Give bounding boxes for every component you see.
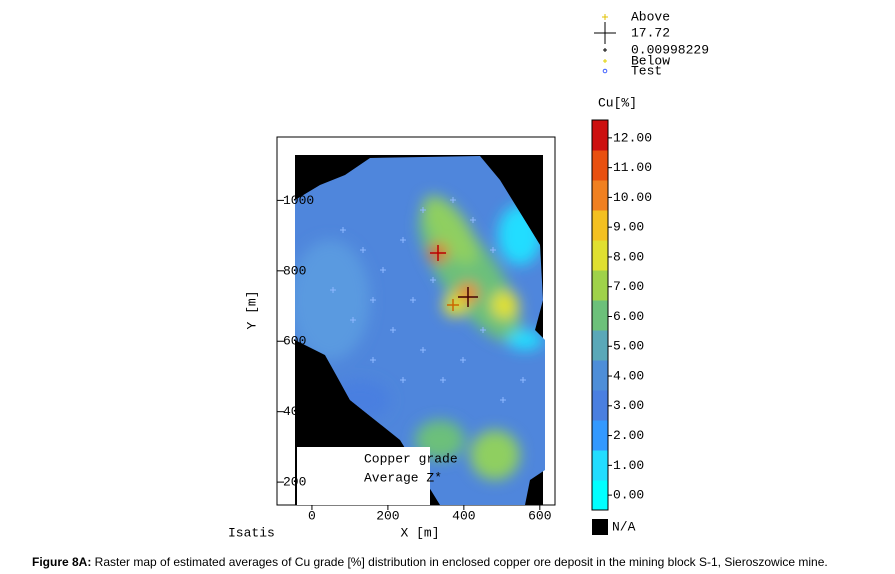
y-tick-label: 400 xyxy=(283,404,306,419)
colorbar-step xyxy=(592,360,608,391)
colorbar-step xyxy=(592,180,608,211)
colorbar-step xyxy=(592,240,608,271)
y-tick-label: 200 xyxy=(283,475,306,490)
colorbar-step xyxy=(592,270,608,301)
colorbar-tick-label: 3.00 xyxy=(613,398,644,413)
caption: Figure 8A: Raster map of estimated avera… xyxy=(32,555,828,569)
legend-label: 17.72 xyxy=(631,25,670,40)
x-tick-label: 400 xyxy=(452,508,475,523)
software-label: Isatis xyxy=(228,525,275,540)
box-text: Average Z* xyxy=(364,470,442,485)
high-crosses xyxy=(430,245,478,311)
colorbar-step xyxy=(592,450,608,481)
y-tick-label: 1000 xyxy=(283,193,314,208)
colorbar-step xyxy=(592,150,608,181)
legend-label: Below xyxy=(631,53,670,68)
legend-label: 0.00998229 xyxy=(631,42,709,57)
na-label: N/A xyxy=(612,519,636,534)
sample-crosses xyxy=(330,197,526,403)
y-tick-label: 800 xyxy=(283,263,306,278)
colorbar-tick-label: 9.00 xyxy=(613,220,644,235)
colorbar-step xyxy=(592,390,608,421)
colorbar-step xyxy=(592,120,608,151)
colorbar-tick-label: 10.00 xyxy=(613,190,652,205)
colorbar-tick-label: 0.00 xyxy=(613,488,644,503)
x-tick-label: 600 xyxy=(528,508,551,523)
na-swatch xyxy=(592,519,608,535)
legend-label: Test xyxy=(631,63,662,78)
box-text: Copper grade xyxy=(364,451,458,466)
colorbar-title: Cu[%] xyxy=(598,95,637,110)
colorbar-tick-label: 12.00 xyxy=(613,130,652,145)
text-box xyxy=(297,447,430,505)
colorbar-frame xyxy=(591,119,609,511)
colorbar-tick-label: 7.00 xyxy=(613,279,644,294)
colorbar-tick-label: 8.00 xyxy=(613,249,644,264)
colorbar-step xyxy=(592,330,608,361)
legend-label: Above xyxy=(631,9,670,24)
colorbar-step xyxy=(592,300,608,331)
x-tick-label: 0 xyxy=(308,508,316,523)
y-tick-label: 600 xyxy=(283,334,306,349)
colorbar-step xyxy=(592,420,608,451)
caption-bold: Figure 8A: xyxy=(32,555,91,569)
raster xyxy=(295,156,545,505)
colorbar-tick-label: 5.00 xyxy=(613,339,644,354)
colorbar-step xyxy=(592,210,608,241)
x-axis-label: X [m] xyxy=(400,525,439,540)
colorbar-tick-label: 6.00 xyxy=(613,309,644,324)
colorbar-tick-label: 11.00 xyxy=(613,160,652,175)
y-axis-label: Y [m] xyxy=(244,290,259,329)
legend xyxy=(594,14,616,74)
x-tick-label: 200 xyxy=(376,508,399,523)
caption-text: Raster map of estimated averages of Cu g… xyxy=(91,555,827,569)
colorbar-tick-label: 1.00 xyxy=(613,458,644,473)
colorbar-step xyxy=(592,480,608,511)
colorbar-tick-label: 2.00 xyxy=(613,428,644,443)
colorbar-tick-label: 4.00 xyxy=(613,368,644,383)
